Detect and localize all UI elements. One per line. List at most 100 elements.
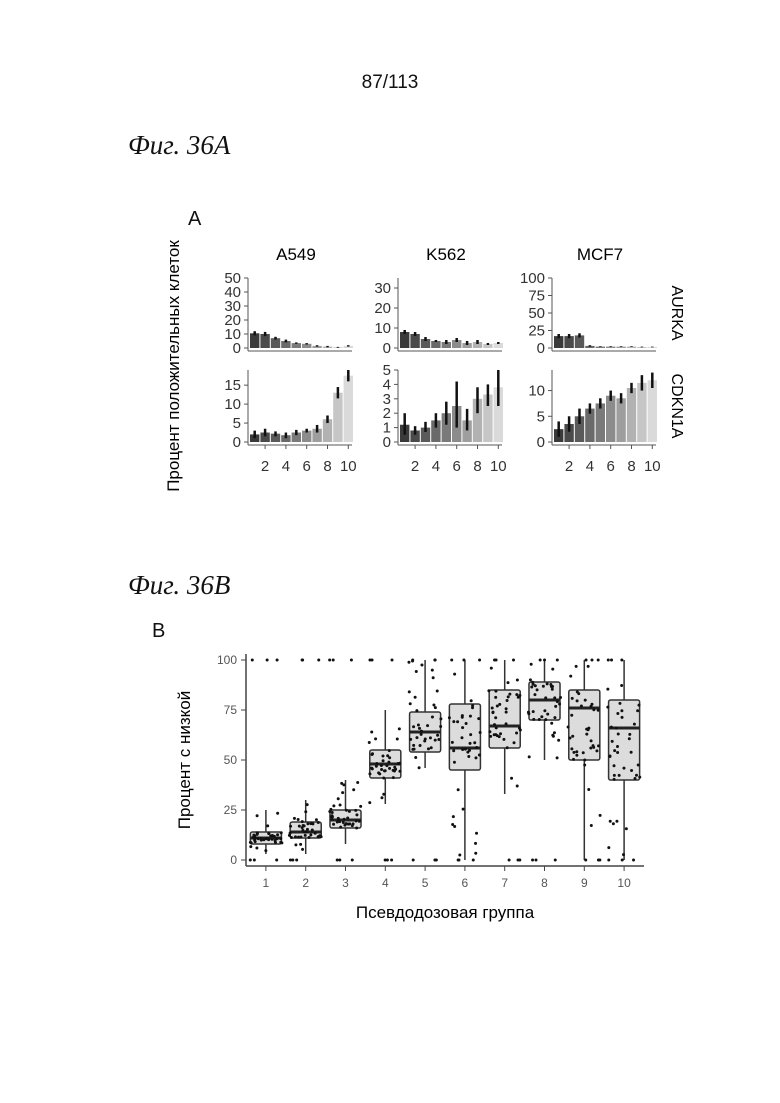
jitter-point <box>377 771 380 774</box>
jitter-point <box>348 810 351 813</box>
jitter-point <box>551 688 554 691</box>
jitter-point <box>320 835 323 838</box>
box <box>449 704 480 770</box>
y-axis-title: Процент с низкой <box>175 691 194 830</box>
jitter-point <box>475 746 478 749</box>
jitter-point <box>637 763 640 766</box>
jitter-point <box>431 669 434 672</box>
jitter-point <box>388 767 391 770</box>
jitter-point <box>615 820 618 823</box>
y-tick-label: 25 <box>224 803 238 817</box>
jitter-point <box>429 736 432 739</box>
jitter-point <box>621 716 624 719</box>
jitter-point <box>464 748 467 751</box>
x-tick-label: 8 <box>541 876 548 890</box>
jitter-point <box>398 770 401 773</box>
jitter-point <box>381 754 384 757</box>
jitter-point <box>352 788 355 791</box>
jitter-point <box>543 659 546 662</box>
jitter-point <box>587 788 590 791</box>
jitter-point <box>469 742 472 745</box>
jitter-point <box>571 697 574 700</box>
jitter-point <box>502 738 505 741</box>
jitter-point <box>371 753 374 756</box>
jitter-point <box>380 764 383 767</box>
jitter-point <box>456 720 459 723</box>
jitter-point <box>475 832 478 835</box>
jitter-point <box>295 859 298 862</box>
jitter-point <box>414 756 417 759</box>
jitter-point <box>591 659 594 662</box>
jitter-point <box>301 826 304 829</box>
bar <box>637 383 646 442</box>
jitter-point <box>347 823 350 826</box>
jitter-point <box>276 659 279 662</box>
bar <box>648 380 657 442</box>
jitter-point <box>618 774 621 777</box>
x-tick-label: 1 <box>263 876 270 890</box>
jitter-point <box>474 756 477 759</box>
jitter-point <box>575 665 578 668</box>
jitter-point <box>630 769 633 772</box>
jitter-point <box>576 699 579 702</box>
jitter-point <box>461 714 464 717</box>
jitter-point <box>253 839 256 842</box>
jitter-point <box>620 709 623 712</box>
jitter-point <box>637 704 640 707</box>
jitter-point <box>583 759 586 762</box>
jitter-point <box>584 699 587 702</box>
jitter-point <box>430 746 433 749</box>
jitter-point <box>542 685 545 688</box>
jitter-point <box>267 832 270 835</box>
jitter-point <box>506 699 509 702</box>
jitter-point <box>634 777 637 780</box>
jitter-point <box>584 859 587 862</box>
jitter-point <box>633 723 636 726</box>
jitter-point <box>368 741 371 744</box>
jitter-point <box>382 793 385 796</box>
jitter-point <box>332 804 335 807</box>
jitter-point <box>592 708 595 711</box>
jitter-point <box>309 834 312 837</box>
facet-column-label: K562 <box>426 245 466 264</box>
jitter-point <box>336 859 339 862</box>
jitter-point <box>625 827 628 830</box>
jitter-point <box>301 848 304 851</box>
jitter-point <box>271 834 274 837</box>
jitter-point <box>280 841 283 844</box>
jitter-point <box>358 820 361 823</box>
jitter-point <box>546 713 549 716</box>
jitter-point <box>539 659 542 662</box>
jitter-point <box>498 703 501 706</box>
bar <box>250 333 259 348</box>
jitter-point <box>461 726 464 729</box>
jitter-point <box>518 694 521 697</box>
jitter-point <box>528 755 531 758</box>
jitter-point <box>382 776 385 779</box>
jitter-point <box>255 847 258 850</box>
jitter-point <box>536 688 539 691</box>
jitter-point <box>551 668 554 671</box>
jitter-point <box>510 777 513 780</box>
jitter-point <box>505 711 508 714</box>
jitter-point <box>513 741 516 744</box>
jitter-point <box>529 678 532 681</box>
jitter-point <box>546 682 549 685</box>
jitter-point <box>420 733 423 736</box>
jitter-point <box>351 859 354 862</box>
jitter-point <box>415 670 418 673</box>
jitter-point <box>607 846 610 849</box>
jitter-point <box>345 809 348 812</box>
jitter-point <box>355 819 358 822</box>
jitter-point <box>423 739 426 742</box>
jitter-point <box>448 716 451 719</box>
figure-36b-title: Фиг. 36B <box>128 570 230 601</box>
facet-column-label: A549 <box>276 245 316 264</box>
y-tick-label: 5 <box>537 408 545 425</box>
jitter-point <box>478 753 481 756</box>
jitter-point <box>317 821 320 824</box>
jitter-point <box>491 711 494 714</box>
bar <box>431 341 440 348</box>
jitter-point <box>597 744 600 747</box>
y-axis-title: Процент положительных клеток <box>164 240 183 492</box>
